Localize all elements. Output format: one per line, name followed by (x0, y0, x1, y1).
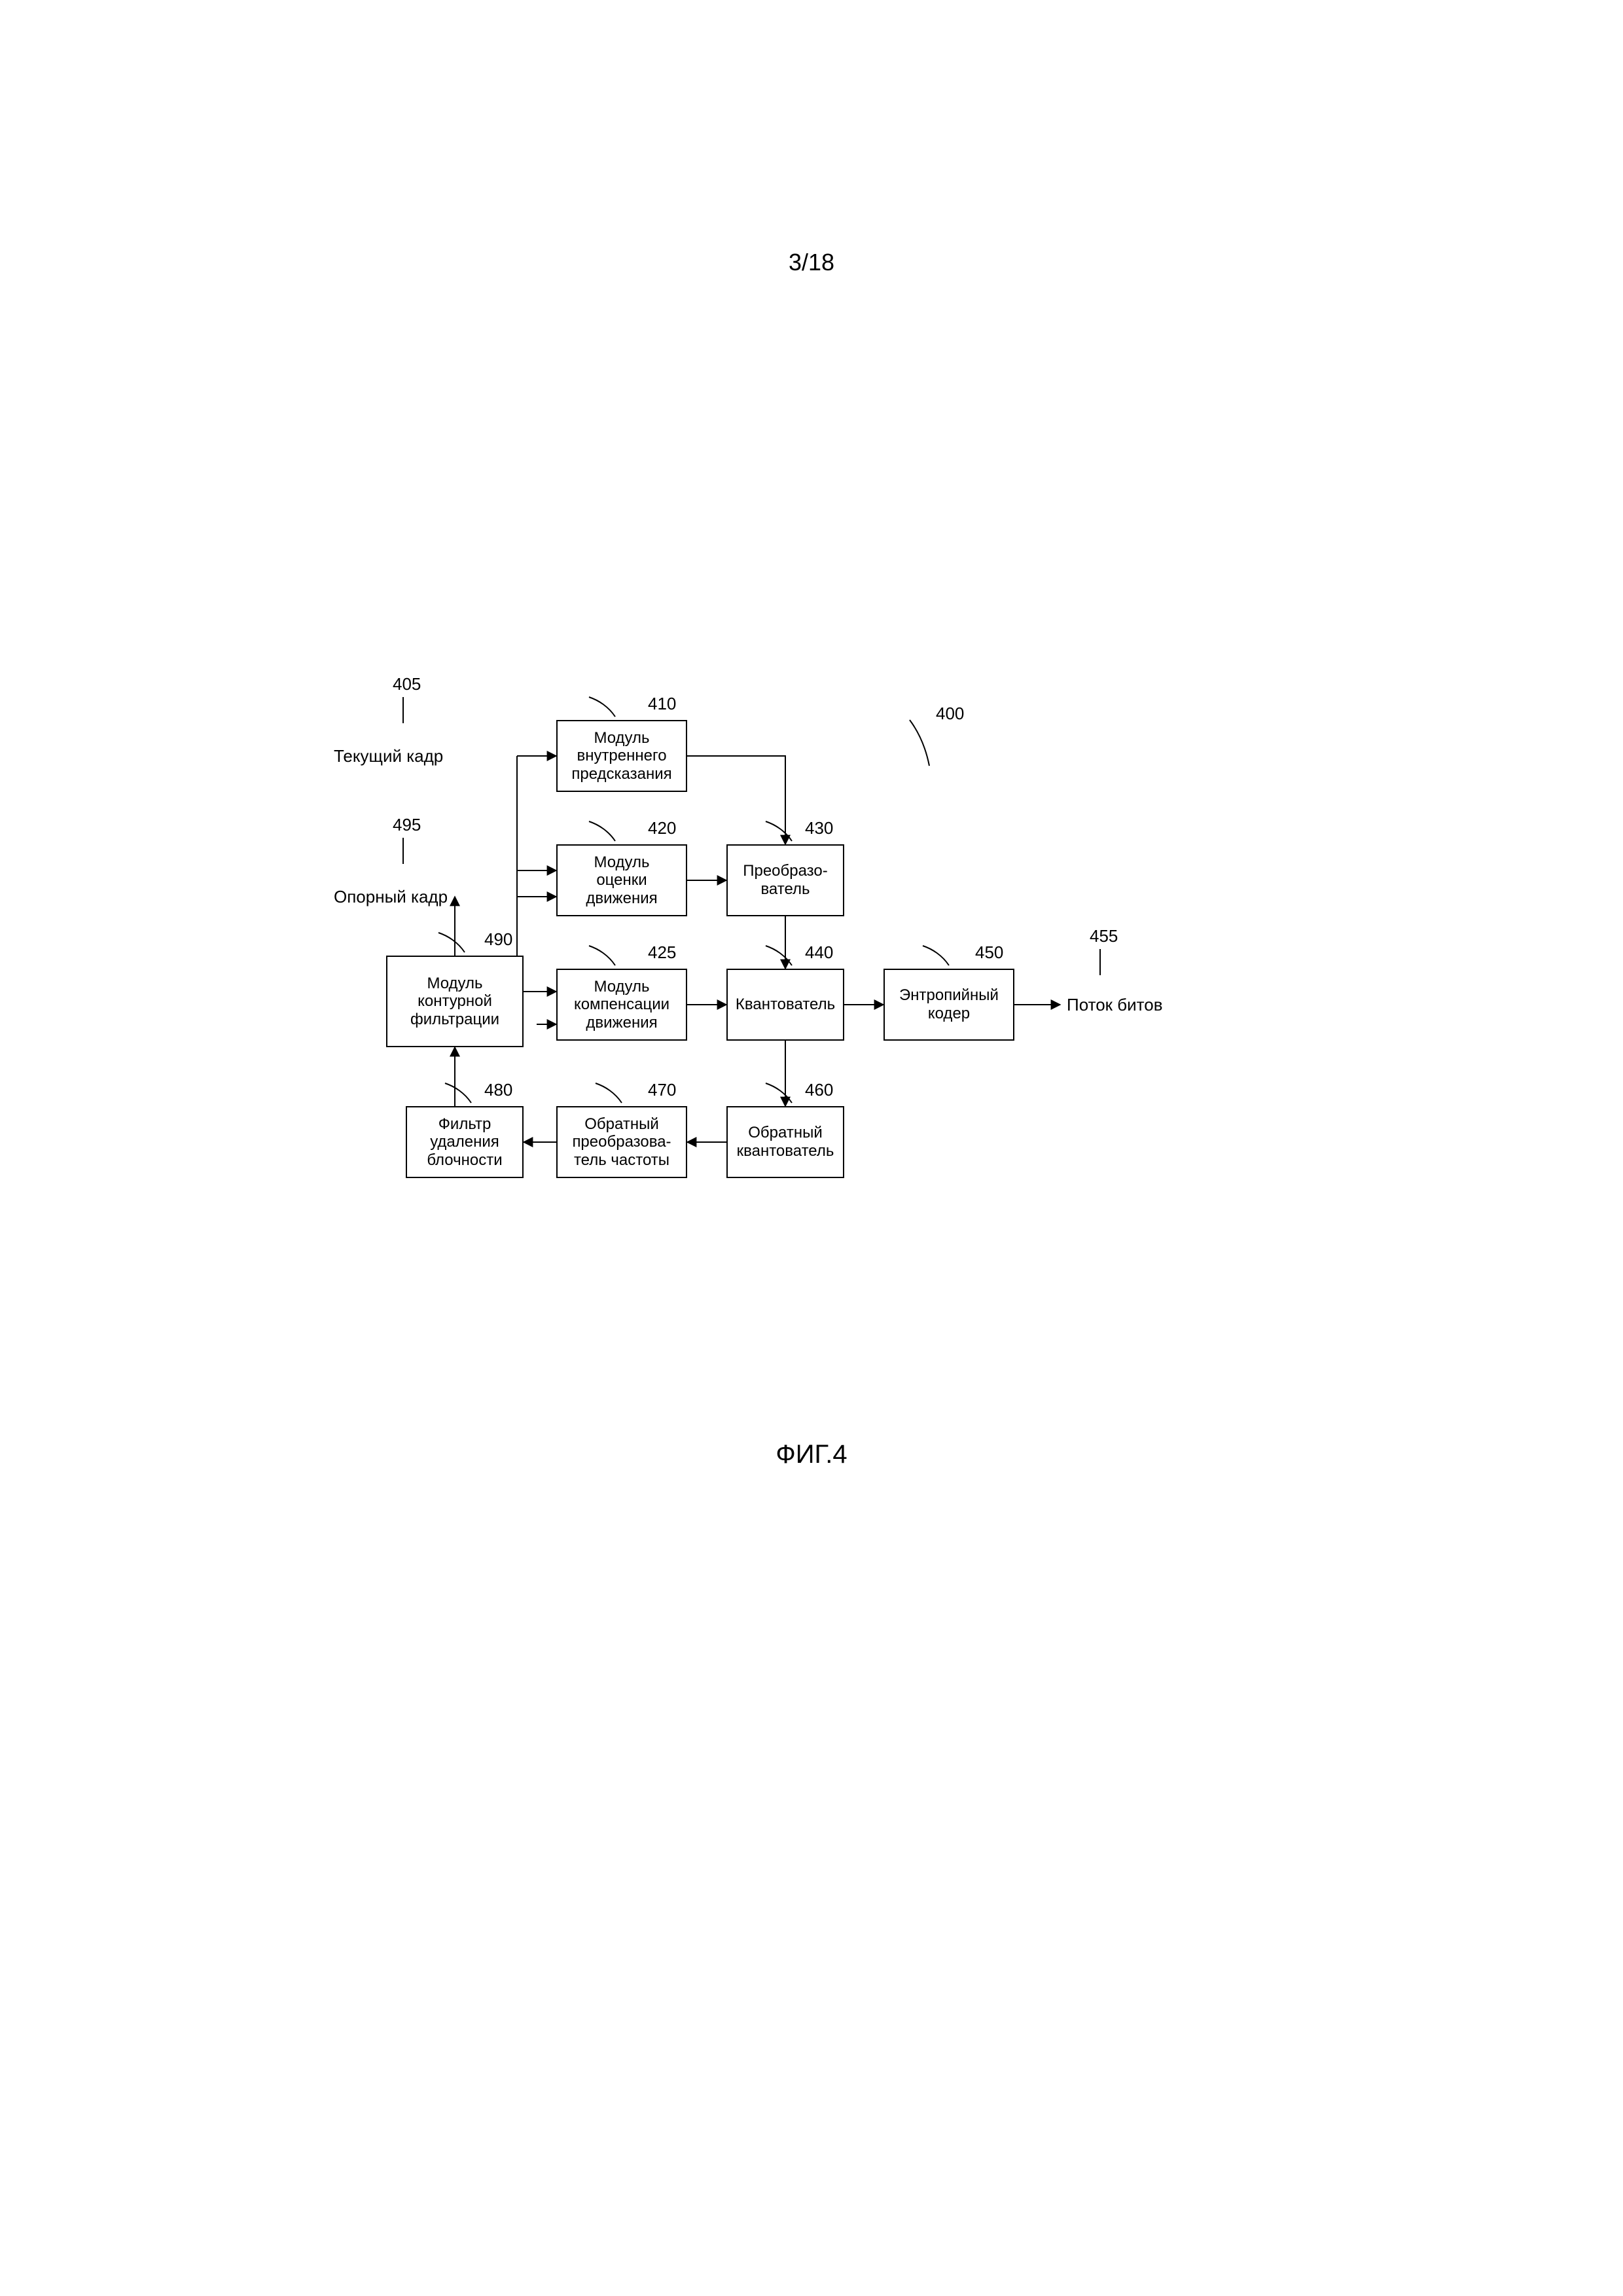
leadline-b440 (766, 946, 792, 965)
ref-b430: 430 (805, 818, 833, 838)
block-b425: Модулькомпенсациидвижения (556, 969, 687, 1041)
block-b410: Модульвнутреннегопредсказания (556, 720, 687, 792)
leadline-b470 (596, 1083, 622, 1103)
leadline-b490 (438, 933, 465, 952)
encoder-block-diagram: Текущий кадр 405 Опорный кадр 495 Поток … (308, 635, 1315, 1322)
edge-input-b420 (517, 756, 556, 870)
ref-b420: 420 (648, 818, 676, 838)
leadline-b410 (589, 697, 615, 717)
block-b420: Модульоценкидвижения (556, 844, 687, 916)
ref-b460: 460 (805, 1080, 833, 1100)
ref-b440: 440 (805, 942, 833, 963)
block-b450: Энтропийныйкодер (883, 969, 1014, 1041)
leadline-b480 (445, 1083, 471, 1103)
ref-b410: 410 (648, 694, 676, 714)
output-ref: 455 (1090, 926, 1118, 946)
block-b430: Преобразо-ватель (726, 844, 844, 916)
output-label: Поток битов (1067, 995, 1163, 1015)
ref-b425: 425 (648, 942, 676, 963)
leadline-b460 (766, 1083, 792, 1103)
ref-frame-label: Опорный кадр (334, 887, 448, 907)
block-b460: Обратныйквантователь (726, 1106, 844, 1178)
leadline-b425 (589, 946, 615, 965)
ref-frame-ref: 495 (393, 815, 421, 835)
edge-b410-b430 (687, 756, 785, 844)
input-ref: 405 (393, 674, 421, 694)
input-label: Текущий кадр (334, 746, 443, 766)
block-b480: Фильтрудаленияблочности (406, 1106, 524, 1178)
leadline-400 (910, 720, 929, 766)
diagram-ref: 400 (936, 704, 964, 724)
ref-b450: 450 (975, 942, 1003, 963)
input-ref-tick (402, 697, 404, 723)
page: 3/18 Текущий кадр 405 Опорный кадр 495 П… (0, 0, 1623, 2296)
ref-b490: 490 (484, 929, 512, 950)
ref-b480: 480 (484, 1080, 512, 1100)
figure-caption: ФИГ.4 (0, 1440, 1623, 1469)
block-b490: Модульконтурнойфильтрации (386, 956, 524, 1047)
leadline-b420 (589, 821, 615, 841)
ref-b470: 470 (648, 1080, 676, 1100)
leadline-b430 (766, 821, 792, 841)
leadline-b450 (923, 946, 949, 965)
ref-frame-tick (402, 838, 404, 864)
block-b440: Квантователь (726, 969, 844, 1041)
output-ref-tick (1099, 949, 1101, 975)
page-number: 3/18 (0, 249, 1623, 276)
block-b470: Обратныйпреобразова-тель частоты (556, 1106, 687, 1178)
